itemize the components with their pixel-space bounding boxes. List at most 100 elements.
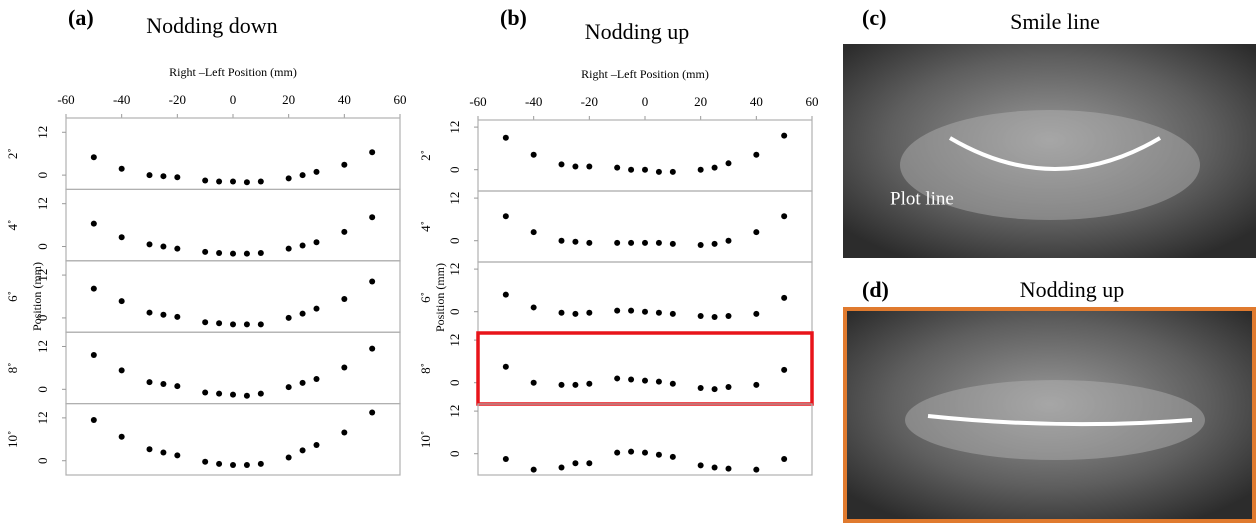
y-tick-label: 12 — [447, 263, 462, 276]
image-title: Smile line — [1010, 9, 1100, 34]
y-tick-label: 0 — [447, 308, 462, 315]
panel-name: 2˚ — [5, 148, 20, 159]
point — [147, 310, 153, 316]
image-label: (c) — [862, 5, 886, 30]
annotation: Plot line — [890, 188, 954, 209]
point — [300, 447, 306, 453]
point — [314, 169, 320, 175]
panel-name: 4˚ — [418, 221, 433, 232]
point — [642, 378, 648, 384]
point — [586, 460, 592, 466]
panel-frame — [66, 189, 400, 260]
panel-name: 4˚ — [5, 220, 20, 231]
point — [258, 391, 264, 397]
point — [531, 467, 537, 473]
point — [258, 250, 264, 256]
point — [202, 249, 208, 255]
panel-frame — [478, 333, 812, 404]
highlight-box — [478, 333, 812, 404]
point — [341, 296, 347, 302]
point — [286, 315, 292, 321]
point — [642, 309, 648, 315]
y-tick-label: 12 — [35, 269, 50, 282]
chart-title: Nodding up — [585, 19, 690, 44]
point — [698, 462, 704, 468]
point — [726, 466, 732, 472]
point — [531, 152, 537, 158]
point — [531, 229, 537, 235]
point — [726, 160, 732, 166]
point — [314, 239, 320, 245]
point — [119, 367, 125, 373]
point — [753, 311, 759, 317]
panel-name: 6˚ — [5, 291, 20, 302]
point — [628, 240, 634, 246]
y-tick-label: 12 — [447, 405, 462, 418]
point — [174, 314, 180, 320]
point — [656, 379, 662, 385]
panel-label: (b) — [500, 5, 527, 30]
point — [369, 149, 375, 155]
point — [244, 393, 250, 399]
point — [230, 179, 236, 185]
point — [781, 367, 787, 373]
y-tick-label: 12 — [35, 411, 50, 424]
point — [712, 241, 718, 247]
point — [586, 381, 592, 387]
point — [670, 241, 676, 247]
point — [119, 434, 125, 440]
point — [244, 179, 250, 185]
x-tick-label: -60 — [469, 94, 486, 109]
point — [230, 321, 236, 327]
x-tick-label: 60 — [806, 94, 819, 109]
point — [369, 410, 375, 416]
point — [258, 461, 264, 467]
point — [531, 380, 537, 386]
point — [216, 179, 222, 185]
point — [712, 314, 718, 320]
point — [147, 172, 153, 178]
point — [341, 430, 347, 436]
point — [160, 450, 166, 456]
x-tick-label: 0 — [230, 92, 237, 107]
point — [586, 164, 592, 170]
image-d: (d) Nodding up — [845, 277, 1254, 521]
x-tick-label: 20 — [282, 92, 295, 107]
point — [91, 221, 97, 227]
point — [119, 298, 125, 304]
point — [642, 240, 648, 246]
point — [628, 167, 634, 173]
point — [202, 390, 208, 396]
point — [503, 456, 509, 462]
point — [726, 238, 732, 244]
point — [91, 154, 97, 160]
y-tick-label: 0 — [35, 457, 50, 464]
panel-label: (a) — [68, 5, 94, 30]
y-tick-label: 0 — [447, 237, 462, 244]
point — [614, 450, 620, 456]
point — [781, 213, 787, 219]
y-tick-label: 0 — [35, 243, 50, 250]
point — [286, 175, 292, 181]
point — [202, 177, 208, 183]
y-tick-label: 12 — [35, 126, 50, 139]
point — [230, 251, 236, 257]
point — [174, 174, 180, 180]
point — [369, 214, 375, 220]
point — [147, 446, 153, 452]
point — [230, 392, 236, 398]
point — [712, 465, 718, 471]
point — [628, 377, 634, 383]
point — [698, 167, 704, 173]
panel-name: 8˚ — [418, 363, 433, 374]
y-tick-label: 12 — [447, 192, 462, 205]
point — [586, 240, 592, 246]
point — [119, 166, 125, 172]
point — [503, 292, 509, 298]
point — [503, 213, 509, 219]
point — [698, 313, 704, 319]
x-tick-label: -40 — [525, 94, 542, 109]
x-axis-label: Right –Left Position (mm) — [169, 65, 297, 79]
point — [258, 321, 264, 327]
panel-frame — [478, 404, 812, 475]
